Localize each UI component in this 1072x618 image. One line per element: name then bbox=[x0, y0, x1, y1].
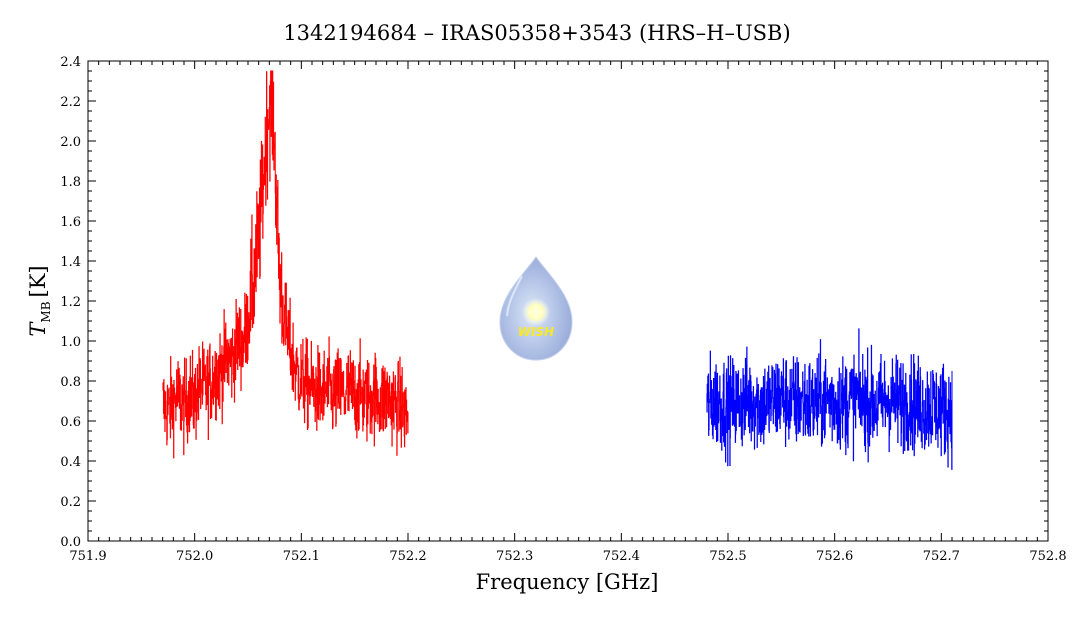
y-tick-label: 0.8 bbox=[60, 375, 81, 390]
y-tick-label: 1.6 bbox=[60, 215, 81, 230]
chart-title: 1342194684 – IRAS05358+3543 (HRS–H–USB) bbox=[283, 21, 790, 45]
x-tick-label: 752.2 bbox=[389, 549, 426, 564]
y-tick-label: 2.0 bbox=[60, 135, 81, 150]
plot-frame bbox=[87, 60, 1049, 542]
y-tick-label: 1.2 bbox=[60, 295, 81, 310]
x-tick-label: 752.8 bbox=[1029, 549, 1066, 564]
x-tick-label: 752.5 bbox=[709, 549, 746, 564]
wish-logo: WISH bbox=[499, 256, 573, 361]
x-tick-label: 752.1 bbox=[283, 549, 320, 564]
series-line-blue bbox=[706, 328, 953, 470]
y-tick-label: 0.6 bbox=[60, 415, 81, 430]
series-layer bbox=[162, 70, 953, 470]
x-tick-label: 752.6 bbox=[816, 549, 853, 564]
x-tick-label: 752.7 bbox=[923, 549, 960, 564]
series-line-red bbox=[162, 70, 409, 459]
y-axis-label: TMB [K] bbox=[26, 265, 53, 336]
y-tick-label: 0.2 bbox=[60, 495, 81, 510]
drop-highlight bbox=[506, 275, 523, 317]
axes: 751.9 752.0 752.1 752.2 752.3 752.4 752.5 752.6… bbox=[60, 55, 1066, 564]
x-axis-label: Frequency [GHz] bbox=[476, 570, 659, 594]
y-tick-label: 2.4 bbox=[60, 55, 81, 70]
y-tick-label: 1.0 bbox=[60, 335, 81, 350]
y-axis-symbol: T bbox=[26, 321, 50, 337]
y-axis-subscript: MB bbox=[39, 301, 53, 322]
wish-logo-text: WISH bbox=[518, 325, 554, 339]
y-axis-unit: [K] bbox=[26, 265, 50, 297]
y-tick-label: 0.0 bbox=[60, 535, 81, 550]
x-tick-label: 752.0 bbox=[176, 549, 213, 564]
svg-text:TMB[K]: TMB [K] bbox=[26, 265, 53, 336]
star-icon bbox=[526, 302, 546, 322]
y-tick-label: 2.2 bbox=[60, 95, 81, 110]
x-tick-label: 752.3 bbox=[496, 549, 533, 564]
y-tick-label: 0.4 bbox=[60, 455, 81, 470]
y-tick-label: 1.8 bbox=[60, 175, 81, 190]
x-tick-label: 751.9 bbox=[69, 549, 106, 564]
x-tick-label: 752.4 bbox=[603, 549, 640, 564]
y-tick-label: 1.4 bbox=[60, 255, 81, 270]
